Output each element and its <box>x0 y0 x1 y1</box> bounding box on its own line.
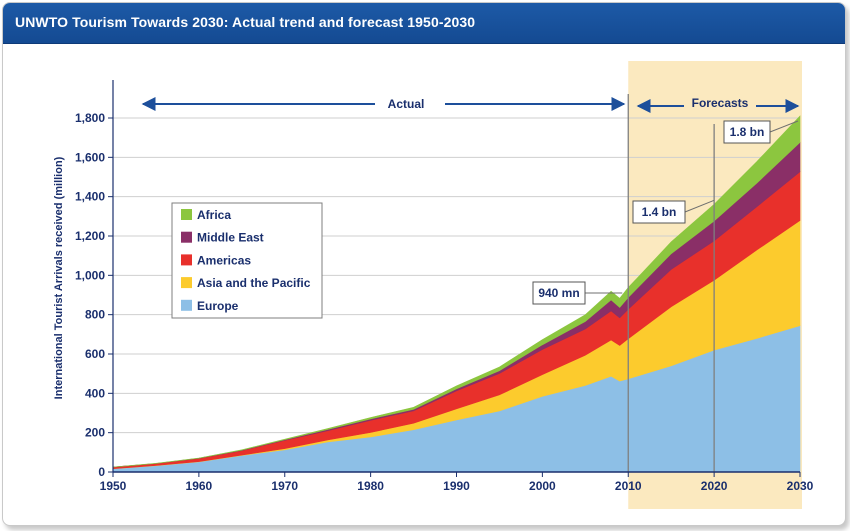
legend-swatch-africa <box>181 209 192 220</box>
x-tick-label: 1970 <box>271 479 298 493</box>
y-tick-label: 1,200 <box>75 229 105 243</box>
legend-swatch-americas <box>181 254 192 266</box>
legend-label-americas: Americas <box>197 253 251 267</box>
legend-swatch-middle-east <box>181 231 192 243</box>
x-tick-label: 1980 <box>357 479 384 493</box>
legend-label-europe: Europe <box>197 299 239 313</box>
chart-title: UNWTO Tourism Towards 2030: Actual trend… <box>15 14 476 30</box>
x-tick-label: 2030 <box>787 479 814 493</box>
title-bar: UNWTO Tourism Towards 2030: Actual trend… <box>3 3 845 44</box>
y-tick-label: 1,000 <box>75 268 105 282</box>
x-tick-label: 2000 <box>529 479 556 493</box>
x-tick-label: 1960 <box>186 479 213 493</box>
forecasts-label: Forecasts <box>692 96 749 110</box>
callout-940-mn-text: 940 mn <box>538 286 579 300</box>
x-tick-label: 1990 <box>443 479 470 493</box>
legend-label-middle-east: Middle East <box>197 231 264 245</box>
y-tick-label: 800 <box>85 308 105 322</box>
x-tick-label: 2020 <box>701 479 728 493</box>
callout-1-4-bn-leader <box>684 199 715 213</box>
legend-box <box>171 202 323 319</box>
callout-1-8-bn-leader <box>769 120 799 133</box>
y-tick-label: 1,600 <box>75 150 105 164</box>
legend-swatch-europe <box>181 299 192 311</box>
legend-swatch-asia-and-the-pacific <box>181 277 192 289</box>
callout-1-8-bn-text: 1.8 bn <box>730 125 765 139</box>
x-tick-label: 1950 <box>100 479 127 493</box>
legend-label-asia-and-the-pacific: Asia and the Pacific <box>197 276 311 290</box>
y-axis-title: International Tourist Arrivals received … <box>53 156 65 399</box>
y-tick-label: 1,400 <box>75 190 105 204</box>
y-tick-label: 1,800 <box>75 111 105 125</box>
y-tick-label: 0 <box>98 465 105 479</box>
callout-1-4-bn-box <box>632 200 686 224</box>
callout-940-mn-box <box>532 281 586 305</box>
callout-1-8-bn-box <box>723 120 771 144</box>
area-africa <box>112 115 801 468</box>
y-tick-label: 600 <box>85 347 105 361</box>
callout-1-4-bn-text: 1.4 bn <box>642 205 677 219</box>
y-tick-label: 400 <box>85 386 105 400</box>
y-tick-label: 200 <box>85 426 105 440</box>
legend: Africa Middle East Americas Asia and the Pa… <box>171 202 323 319</box>
legend-label-africa: Africa <box>197 208 231 222</box>
x-tick-label: 2010 <box>615 479 642 493</box>
actual-label: Actual <box>388 97 425 111</box>
